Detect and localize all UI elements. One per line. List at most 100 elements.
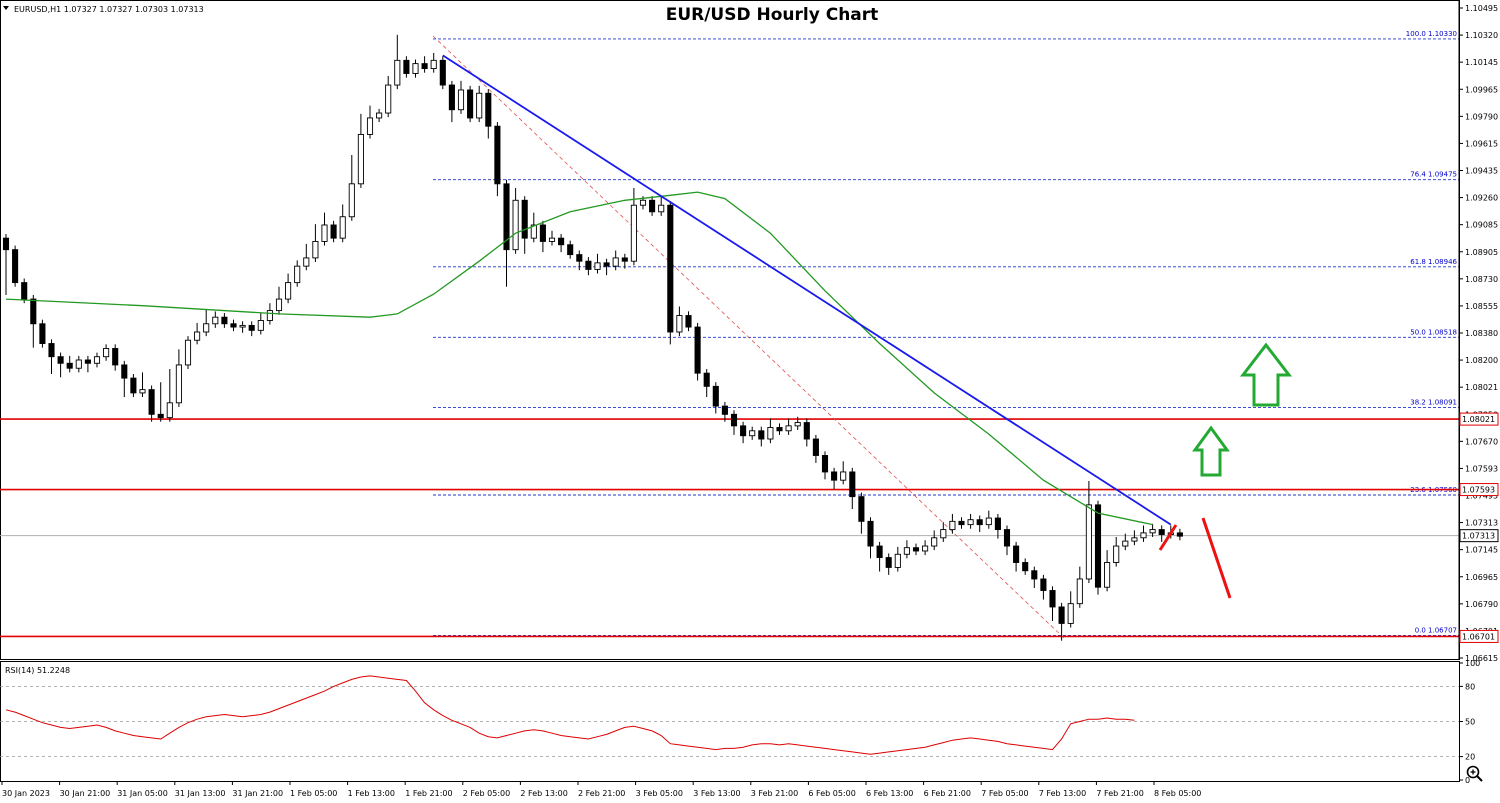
candle (312, 224, 319, 263)
candle (194, 322, 201, 345)
candle (467, 85, 474, 123)
magnifier-plus-icon[interactable] (1466, 765, 1483, 782)
candle (412, 59, 419, 78)
candle (230, 319, 237, 332)
candle (1094, 500, 1102, 595)
candle (1131, 530, 1138, 546)
candle (931, 530, 938, 551)
candle (894, 546, 901, 572)
price-tick-label: 1.09085 (1465, 221, 1498, 230)
price-tick-label: 1.08021 (1465, 383, 1498, 392)
candle (730, 410, 738, 435)
candle (103, 344, 110, 361)
candle (48, 339, 55, 374)
price-tick-label: 1.09615 (1465, 139, 1498, 148)
rsi-tick-label: 0 (1465, 776, 1470, 785)
candle (12, 245, 19, 287)
candle (130, 373, 137, 398)
time-tick-label: 3 Feb 21:00 (751, 789, 798, 798)
candle (430, 52, 437, 73)
candle (1076, 566, 1083, 608)
current-price-badge (1459, 529, 1499, 543)
time-tick-label: 30 Jan 2023 (2, 789, 50, 798)
fib-anchor-line (432, 35, 1067, 641)
time-tick-label: 2 Feb 13:00 (520, 789, 567, 798)
fib-level-label: 0.0 1.06707 (1415, 626, 1457, 634)
candle (1085, 481, 1092, 584)
level-badge-label: 1.06701 (1462, 632, 1495, 641)
candle (339, 204, 346, 243)
rsi-axis-ticks: 100 80 50 20 0 (0, 659, 1480, 785)
candle (912, 543, 920, 556)
time-tick-label: 3 Feb 13:00 (693, 789, 740, 798)
chart-title: EUR/USD Hourly Chart (666, 5, 879, 25)
candle (785, 418, 792, 435)
candle (1158, 525, 1165, 542)
candle (457, 80, 465, 114)
price-tick-label: 1.10145 (1465, 58, 1498, 67)
time-tick-label: 31 Jan 21:00 (232, 789, 283, 798)
candle (275, 286, 283, 315)
candle (30, 294, 37, 348)
horizontal-levels (0, 418, 1459, 638)
candle (1113, 536, 1120, 567)
rsi-tick-label: 80 (1465, 682, 1475, 691)
candle (949, 513, 956, 534)
candle (112, 344, 119, 371)
level-badge-label: 1.08021 (1462, 415, 1495, 424)
candle (285, 273, 292, 304)
candle (84, 355, 91, 373)
candle (494, 122, 501, 197)
candle (57, 352, 64, 378)
price-tick-label: 1.09435 (1465, 167, 1498, 176)
candle (712, 382, 719, 414)
time-tick-label: 2 Feb 05:00 (463, 789, 510, 798)
candle (749, 426, 756, 440)
candle (39, 319, 46, 348)
candle (967, 513, 974, 529)
candle (1058, 602, 1065, 641)
price-tick-label: 1.07145 (1465, 546, 1498, 555)
current-price-label: 1.07313 (1462, 532, 1495, 541)
candle (776, 423, 783, 435)
level-badge (1459, 412, 1499, 426)
level-badge (1459, 483, 1499, 497)
time-tick-label: 7 Feb 13:00 (1039, 789, 1086, 798)
fib-level-label: 50.0 1.08518 (1410, 328, 1457, 336)
price-tick-label: 1.07593 (1465, 464, 1498, 473)
candle (1140, 525, 1147, 542)
candle (903, 540, 910, 559)
candle (376, 108, 383, 123)
candle (121, 360, 128, 398)
price-level-badges: 1.08021 1.07593 1.06701 1.07313 (1459, 412, 1499, 643)
candle (667, 201, 674, 345)
candle (1104, 550, 1111, 592)
candle (922, 540, 929, 556)
candle (558, 234, 565, 253)
candle (767, 418, 774, 444)
level-badge-label: 1.07593 (1462, 486, 1495, 495)
time-tick-label: 8 Feb 05:00 (1154, 789, 1201, 798)
time-tick-label: 7 Feb 05:00 (981, 789, 1028, 798)
candle (1049, 586, 1056, 621)
price-tick-label: 1.06965 (1465, 573, 1498, 582)
candle (858, 492, 865, 534)
price-tick-label: 1.09260 (1465, 194, 1498, 203)
candle (649, 196, 656, 216)
price-axis-ticks: 1.10495 1.10320 1.10145 1.09965 1.09790 1.096… (1459, 4, 1498, 663)
candle (530, 212, 537, 243)
candle (248, 321, 255, 337)
candle (1040, 574, 1047, 600)
candle (221, 313, 228, 328)
up-arrow-large-icon (1239, 342, 1293, 407)
candle (576, 250, 583, 271)
time-tick-label: 6 Feb 13:00 (866, 789, 913, 798)
candle (603, 258, 610, 276)
candle (658, 196, 665, 216)
candle (703, 369, 710, 398)
candle (503, 179, 510, 287)
candle (175, 349, 182, 407)
rsi-panel-frame (0, 661, 1460, 782)
fib-level-label: 38.2 1.08091 (1410, 399, 1457, 407)
dropdown-triangle-icon[interactable] (3, 6, 9, 10)
